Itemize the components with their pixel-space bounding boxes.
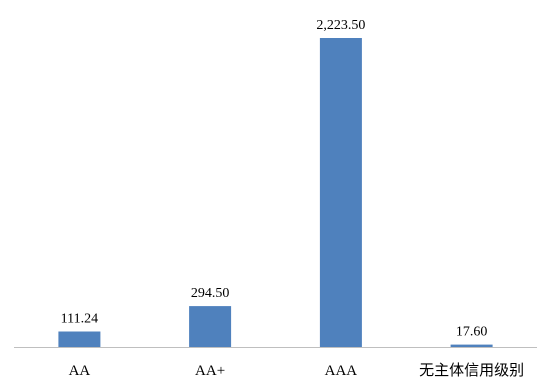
- category-label-3: 无主体信用级别: [419, 362, 524, 378]
- value-label-0: 111.24: [61, 312, 98, 327]
- value-label-3: 17.60: [456, 325, 488, 340]
- bar-3: [450, 344, 493, 347]
- value-label-1: 294.50: [191, 286, 230, 301]
- bar-2: [319, 38, 362, 347]
- category-label-1: AA+: [195, 363, 225, 378]
- category-labels-group: AA AA+ AAA 无主体信用级别: [69, 362, 525, 378]
- category-label-0: AA: [69, 363, 91, 378]
- value-labels-group: 111.24 294.50 2,223.50 17.60: [61, 18, 488, 340]
- bar-0: [58, 331, 101, 347]
- bars-group: [58, 38, 493, 347]
- value-label-2: 2,223.50: [316, 18, 365, 33]
- bar-1: [189, 306, 232, 347]
- category-label-2: AAA: [325, 363, 358, 378]
